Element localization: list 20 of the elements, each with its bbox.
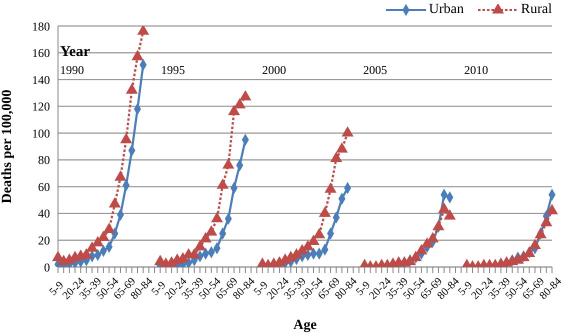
y-tick-label: 180 [32, 19, 50, 34]
y-tick-label: 100 [32, 126, 50, 140]
annotation: 2000 [262, 62, 286, 78]
annotation: Year [60, 44, 90, 61]
y-axis-title: Deaths per 100,000 [0, 90, 15, 204]
y-tick-label: 60 [38, 180, 50, 194]
y-tick-label: 80 [38, 153, 50, 168]
y-tick-label: 40 [38, 206, 50, 221]
y-tick-label: 160 [32, 46, 50, 60]
annotation: 2005 [363, 62, 388, 78]
annotation: 1990 [60, 62, 84, 78]
y-tick-label: 0 [44, 260, 50, 274]
legend-label: Rural [520, 2, 552, 18]
y-tick-label: 20 [38, 233, 50, 248]
annotation: 1995 [161, 62, 186, 78]
y-tick-label: 120 [32, 100, 50, 114]
y-tick-label: 140 [32, 72, 50, 87]
x-axis-title: Age [293, 318, 317, 333]
annotation: 2010 [464, 62, 488, 78]
legend-label: Urban [428, 2, 464, 18]
